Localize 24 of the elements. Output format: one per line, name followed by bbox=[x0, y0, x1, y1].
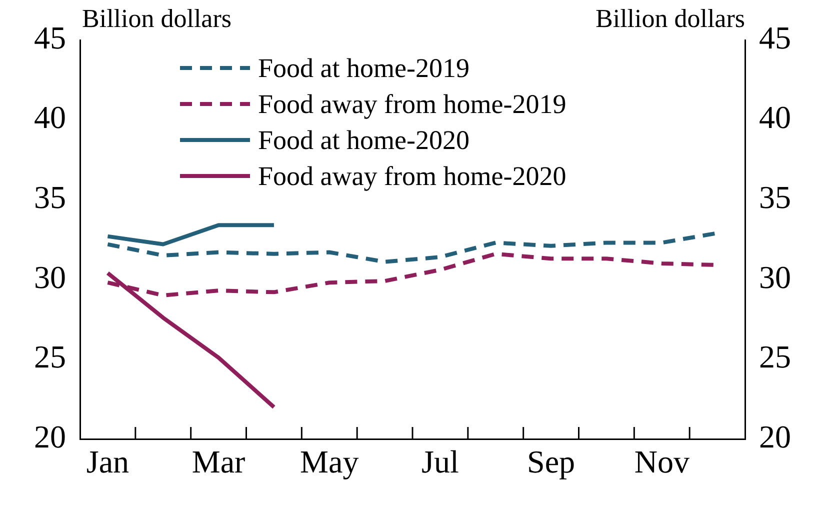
x-tick-label: Nov bbox=[634, 444, 690, 480]
x-tick-label: May bbox=[300, 444, 359, 480]
y2-tick-label: 20 bbox=[759, 418, 791, 454]
legend-label: Food at home-2019 bbox=[258, 52, 470, 85]
y-axis-title: Billion dollars bbox=[82, 4, 232, 34]
y2-tick-label: 45 bbox=[759, 19, 791, 56]
y2-tick-label: 25 bbox=[759, 338, 791, 375]
y2-axis-title: Billion dollars bbox=[596, 4, 745, 34]
x-tick-label: Jan bbox=[86, 444, 130, 480]
y2-tick-label: 40 bbox=[759, 99, 791, 136]
y2-tick-label: 35 bbox=[759, 179, 791, 216]
y-tick-label: 30 bbox=[34, 258, 66, 295]
legend-label: Food away from home-2019 bbox=[258, 88, 566, 121]
x-tick-label: Jul bbox=[422, 444, 459, 480]
x-tick-label: Sep bbox=[527, 444, 576, 480]
y-tick-label: 35 bbox=[34, 179, 66, 216]
x-tick-label: Mar bbox=[192, 444, 246, 480]
y-tick-label: 40 bbox=[34, 99, 66, 136]
y2-tick-label: 30 bbox=[759, 258, 791, 295]
y-tick-label: 45 bbox=[34, 19, 66, 56]
legend-label: Food away from home-2020 bbox=[258, 160, 566, 193]
legend-label: Food at home-2020 bbox=[258, 124, 470, 157]
y-tick-label: 25 bbox=[34, 338, 66, 375]
y-tick-label: 20 bbox=[34, 418, 66, 454]
